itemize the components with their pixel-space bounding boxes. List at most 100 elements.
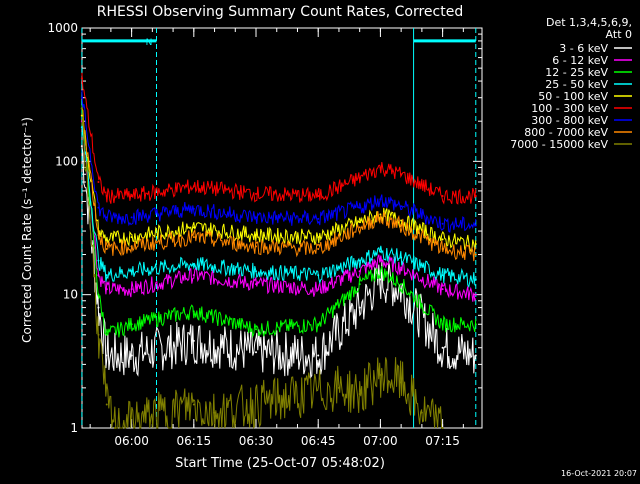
- legend-header-line-1: Det 1,3,4,5,6,9,: [546, 16, 632, 29]
- data-point: [80, 126, 83, 129]
- series-line: [81, 72, 477, 205]
- data-point: [474, 354, 477, 357]
- data-point: [317, 236, 320, 239]
- data-point: [379, 270, 382, 273]
- data-point: [192, 236, 195, 239]
- data-point: [400, 266, 403, 269]
- series-3: [80, 124, 477, 288]
- data-point: [400, 381, 403, 384]
- data-point: [317, 217, 320, 220]
- data-point: [317, 354, 320, 357]
- data-point: [192, 207, 195, 210]
- data-point: [114, 427, 117, 429]
- y-tick-label: 1: [70, 421, 78, 435]
- data-point: [379, 166, 382, 169]
- y-axis-label: Corrected Count Rate (s⁻¹ detector⁻¹): [20, 117, 34, 343]
- data-point: [255, 270, 258, 273]
- series-8: [80, 107, 444, 429]
- data-point: [474, 278, 477, 281]
- data-point: [130, 216, 133, 219]
- data-point: [192, 226, 195, 229]
- data-point: [130, 270, 133, 273]
- data-point: [400, 283, 403, 286]
- data-point: [317, 248, 320, 251]
- data-point: [358, 392, 361, 395]
- data-point: [192, 262, 195, 265]
- data-point: [441, 323, 444, 326]
- orbit-bar-label: N: [146, 38, 153, 48]
- x-tick-label: 07:15: [425, 434, 460, 448]
- data-point: [105, 216, 108, 219]
- data-point: [400, 219, 403, 222]
- data-point: [379, 278, 382, 281]
- data-point: [441, 238, 444, 241]
- chart-title: RHESSI Observing Summary Count Rates, Co…: [97, 4, 463, 20]
- legend-label: 50 - 100 keV: [538, 90, 608, 103]
- data-point: [400, 205, 403, 208]
- legend-header-line-2: Att 0: [606, 28, 632, 41]
- data-point: [105, 354, 108, 357]
- data-point: [474, 242, 477, 245]
- data-point: [255, 216, 258, 219]
- data-point: [379, 216, 382, 219]
- series-1: [80, 120, 477, 302]
- data-point: [255, 283, 258, 286]
- data-point: [358, 176, 361, 179]
- data-point: [255, 245, 258, 248]
- data-point: [105, 333, 108, 336]
- data-point: [337, 386, 340, 389]
- data-point: [97, 274, 100, 277]
- data-point: [358, 306, 361, 309]
- plot-area: 1 10 100 1000 06:00 06:15 06:30 06:45 07:00 07:15…: [47, 21, 483, 448]
- data-point: [379, 198, 382, 201]
- series-line: [81, 125, 477, 302]
- series-line: [81, 146, 477, 379]
- data-point: [474, 224, 477, 227]
- data-point: [255, 192, 258, 195]
- legend-label: 12 - 25 keV: [545, 66, 608, 79]
- series-line: [81, 90, 477, 233]
- data-point: [358, 259, 361, 262]
- data-point: [379, 250, 382, 253]
- series-line: [81, 105, 477, 339]
- y-tick-label: 1000: [47, 21, 78, 35]
- legend-label: 100 - 300 keV: [531, 102, 608, 115]
- timestamp: 16-Oct-2021 20:07: [561, 469, 637, 478]
- data-point: [358, 206, 361, 209]
- data-point: [130, 236, 133, 239]
- data-point: [105, 403, 108, 406]
- data-point: [441, 427, 444, 429]
- data-point: [97, 259, 100, 262]
- data-point: [192, 403, 195, 406]
- data-point: [80, 107, 83, 110]
- data-point: [441, 222, 444, 225]
- data-point: [255, 234, 258, 237]
- data-point: [80, 96, 83, 99]
- data-point: [192, 310, 195, 313]
- data-point: [358, 283, 361, 286]
- data-point: [97, 180, 100, 183]
- data-point: [255, 328, 258, 331]
- data-point: [317, 323, 320, 326]
- data-point: [80, 77, 83, 80]
- data-point: [255, 351, 258, 354]
- data-point: [441, 194, 444, 197]
- data-point: [379, 259, 382, 262]
- data-point: [130, 323, 133, 326]
- x-tick-label: 06:15: [177, 434, 212, 448]
- legend-label: 300 - 800 keV: [531, 114, 608, 127]
- x-tick-label: 06:30: [239, 434, 274, 448]
- series-line: [81, 124, 477, 288]
- y-tick-label: 10: [63, 288, 78, 302]
- data-point: [192, 339, 195, 342]
- legend-label: 6 - 12 keV: [552, 54, 608, 67]
- data-point: [358, 221, 361, 224]
- data-point: [130, 194, 133, 197]
- data-point: [130, 245, 133, 248]
- data-point: [97, 333, 100, 336]
- data-point: [474, 293, 477, 296]
- data-point: [97, 206, 100, 209]
- data-point: [80, 114, 83, 117]
- series-0: [80, 145, 477, 379]
